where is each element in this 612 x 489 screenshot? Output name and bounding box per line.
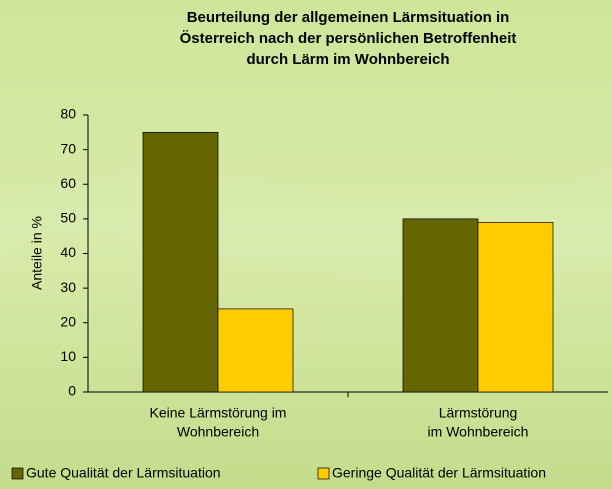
x-tick-label: Lärmstörung (439, 405, 518, 421)
chart: Anteile in % Beurteilung der allgemeinen… (0, 0, 612, 489)
legend-label: Gute Qualität der Lärmsituation (26, 465, 221, 481)
y-tick-label: 80 (60, 106, 76, 122)
y-tick-label: 0 (68, 383, 76, 399)
legend-swatch (318, 468, 329, 479)
chart-title: Beurteilung der allgemeinen Lärmsituatio… (187, 9, 510, 26)
legend-swatch (12, 468, 23, 479)
chart-title: Österreich nach der persönlichen Betroff… (180, 30, 517, 47)
x-tick-label: Wohnbereich (177, 424, 259, 440)
bar (143, 132, 218, 392)
x-tick-label: Keine Lärmstörung im (150, 405, 287, 421)
bar (218, 309, 293, 392)
y-tick-label: 40 (60, 244, 76, 260)
y-tick-label: 60 (60, 175, 76, 191)
y-tick-label: 10 (60, 348, 76, 364)
y-tick-label: 30 (60, 279, 76, 295)
y-tick-label: 70 (60, 140, 76, 156)
legend-label: Geringe Qualität der Lärmsituation (332, 465, 546, 481)
bar (478, 222, 553, 392)
y-tick-label: 20 (60, 313, 76, 329)
chart-title: durch Lärm im Wohnbereich (246, 51, 449, 68)
bar (403, 219, 478, 392)
y-axis-label: Anteile in % (29, 216, 45, 290)
y-tick-label: 50 (60, 210, 76, 226)
x-tick-label: im Wohnbereich (428, 424, 529, 440)
